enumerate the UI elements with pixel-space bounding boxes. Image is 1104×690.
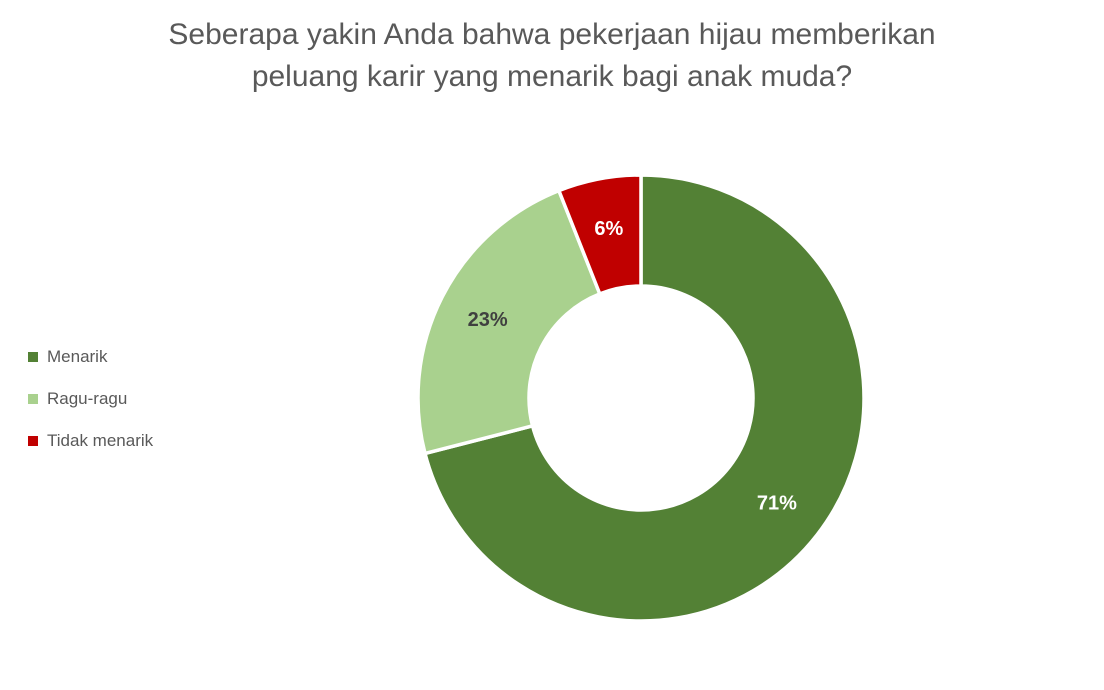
chart-title: Seberapa yakin Anda bahwa pekerjaan hija…	[0, 14, 1104, 98]
data-label-menarik: 71%	[757, 492, 797, 514]
chart-title-line-2: peluang karir yang menarik bagi anak mud…	[251, 60, 853, 93]
donut-slice-ragu-ragu	[416, 188, 603, 456]
data-label-tidak-menarik: 6%	[594, 218, 623, 240]
chart-title-line-1: Seberapa yakin Anda bahwa pekerjaan hija…	[168, 18, 936, 51]
data-label-ragu-ragu: 23%	[468, 309, 508, 331]
legend-item-tidak-menarik: Tidak menarik	[28, 431, 153, 451]
legend-swatch-icon-ragu-ragu	[28, 394, 38, 404]
donut-slice-menarik	[422, 173, 866, 623]
donut-slice-tidak-menarik	[556, 173, 643, 297]
legend-item-menarik: Menarik	[28, 347, 153, 367]
legend-label-tidak-menarik: Tidak menarik	[47, 431, 154, 450]
legend-item-ragu-ragu: Ragu-ragu	[28, 389, 153, 409]
legend-label-ragu-ragu: Ragu-ragu	[47, 389, 128, 408]
legend-label-menarik: Menarik	[47, 347, 108, 366]
legend: Menarik Ragu-ragu Tidak menarik	[28, 347, 153, 451]
legend-swatch-icon-tidak-menarik	[28, 436, 38, 446]
legend-swatch-icon-menarik	[28, 352, 38, 362]
